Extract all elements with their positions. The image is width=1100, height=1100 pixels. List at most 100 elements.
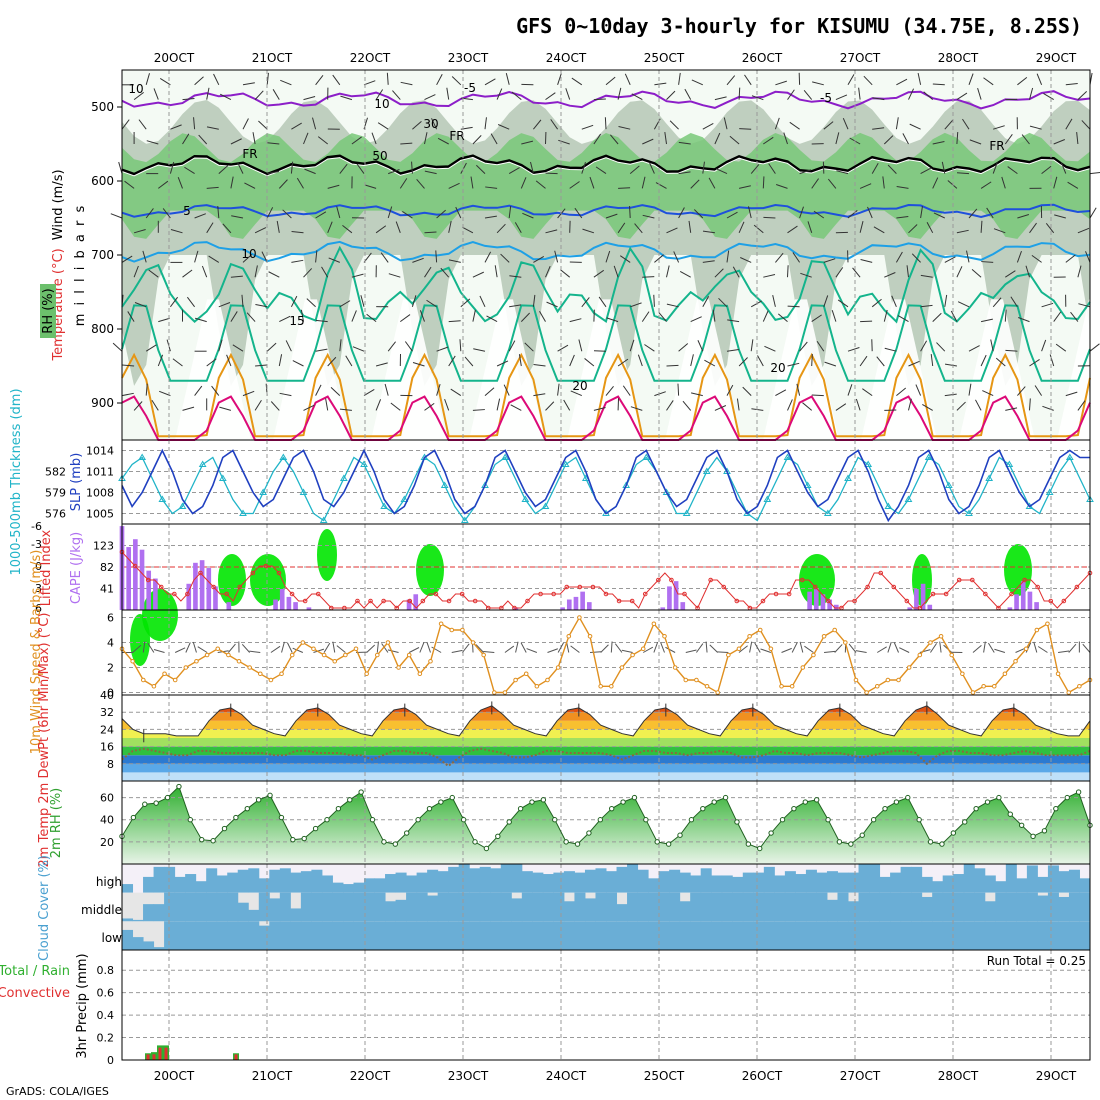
cloud-low-cell [153, 947, 165, 950]
cape-bar [186, 583, 192, 610]
rh-mid-area [122, 132, 1090, 239]
wind-barb [837, 299, 849, 308]
wind-barb [557, 383, 560, 396]
wind-barb [440, 267, 450, 278]
credit-label: GrADS: COLA/IGES [6, 1085, 109, 1098]
wind-barb [980, 181, 992, 189]
wind-barb [300, 309, 304, 322]
cloud-middle-cell [542, 892, 554, 922]
wind-barb [479, 295, 486, 308]
cape-bar [914, 589, 919, 610]
lifted-index-point [289, 591, 295, 597]
cloud-low-cell [227, 921, 239, 950]
wind-barb [1025, 265, 1030, 278]
wind-barb [558, 139, 570, 145]
wind-barb [386, 72, 389, 85]
cloud-high-cell [143, 876, 155, 893]
wind-barb [182, 98, 195, 101]
wind-barb [1018, 317, 1030, 323]
cloud-middle-cell [521, 892, 533, 922]
cloud-high-cell [416, 872, 428, 893]
wind-barb [496, 360, 509, 367]
contour-label: 10 [241, 247, 256, 261]
wind-barb [679, 270, 691, 278]
wind-barb [726, 75, 736, 86]
wind-barb [1077, 227, 1090, 234]
cloud-low-cell [469, 921, 481, 950]
wind-barb [1036, 73, 1043, 85]
wind-barb [831, 310, 837, 322]
wind-barb [384, 383, 389, 396]
lifted-index-point [865, 584, 870, 590]
cloud-middle-cell [553, 892, 565, 922]
wind-barb [1017, 77, 1028, 86]
wind-barb [871, 298, 882, 308]
wind-barb [1029, 125, 1042, 130]
wind-barb [950, 310, 958, 322]
wind-barb [842, 117, 849, 130]
cloud-middle-cell [711, 892, 723, 922]
cloud-low-cell [953, 921, 965, 950]
cloud-middle-cell [953, 892, 965, 922]
cloud-middle-cell [342, 892, 354, 922]
cloud-low-cell [521, 921, 533, 950]
wind-barb [198, 134, 208, 145]
wind10-barb [270, 645, 281, 653]
cloud-middle-cell [942, 892, 954, 922]
wind-barb [610, 134, 619, 145]
cloud-middle-cell [690, 892, 702, 922]
cloud-high-cell [216, 875, 228, 893]
wind-barb [726, 211, 738, 219]
rh2m-point [859, 832, 865, 838]
precip-tick-label: 0 [107, 1054, 114, 1067]
wind-barb [644, 344, 655, 352]
wind-barb [882, 176, 885, 189]
wind-barb [145, 73, 150, 85]
wind-barb [402, 211, 413, 219]
contour-label: 30 [423, 117, 438, 131]
wind10-barb [781, 647, 792, 653]
wind-barb [508, 167, 520, 175]
cloud-high-cell [679, 872, 691, 893]
wind-barb [704, 359, 716, 367]
wind-barb [920, 304, 933, 308]
rh2m-point [153, 800, 159, 806]
wind-barb [897, 315, 909, 323]
precip-panel: 0 0.2 0.4 0.6 0.8 [97, 949, 1091, 1067]
precip-total-label: Total / Rain [0, 964, 70, 979]
rh2m-tick-label: 20 [100, 836, 114, 849]
cloud-middle-cell [511, 898, 523, 922]
wind-barb [860, 259, 873, 263]
top-time-axis: 20OCT 21OCT 22OCT 23OCT 24OCT 25OCT 26OCT 27OCT… [154, 51, 1077, 65]
rh2m-point [449, 794, 455, 801]
wind-barb [753, 224, 764, 234]
wind10-point [1002, 671, 1008, 677]
wind-barb [1045, 223, 1055, 234]
thickness-point [380, 502, 389, 509]
wind-barb [448, 182, 460, 189]
wind10-point [247, 665, 252, 670]
cloud-middle-cell [721, 892, 733, 922]
cloud-high-cell [890, 872, 902, 893]
bottom-time-axis: 20OCT 21OCT 22OCT 23OCT 24OCT 25OCT 26OCT 27OCT… [154, 1069, 1077, 1083]
wind-barb [584, 358, 595, 367]
rh2m-point [1064, 794, 1070, 801]
wind10-point [885, 677, 891, 683]
cloud-row-high: high [96, 875, 122, 889]
wind-barb [787, 399, 793, 411]
wind-barb [744, 74, 752, 86]
cloud-low-cell [532, 921, 544, 950]
lifted-index-point [852, 598, 857, 604]
wind-barb [206, 222, 214, 234]
wind-barb [404, 341, 413, 352]
temp-tick-label: 32 [100, 706, 114, 719]
cloud-high-cell [627, 864, 639, 893]
cloud-middle-cell [437, 892, 449, 922]
lifted-index-point [708, 577, 713, 583]
wind-barb [292, 360, 304, 367]
rh2m-point [711, 799, 717, 805]
wind-barb [530, 161, 534, 174]
wind-barb [514, 222, 522, 234]
wind-barb [654, 82, 667, 86]
wind-barb [1065, 118, 1073, 130]
